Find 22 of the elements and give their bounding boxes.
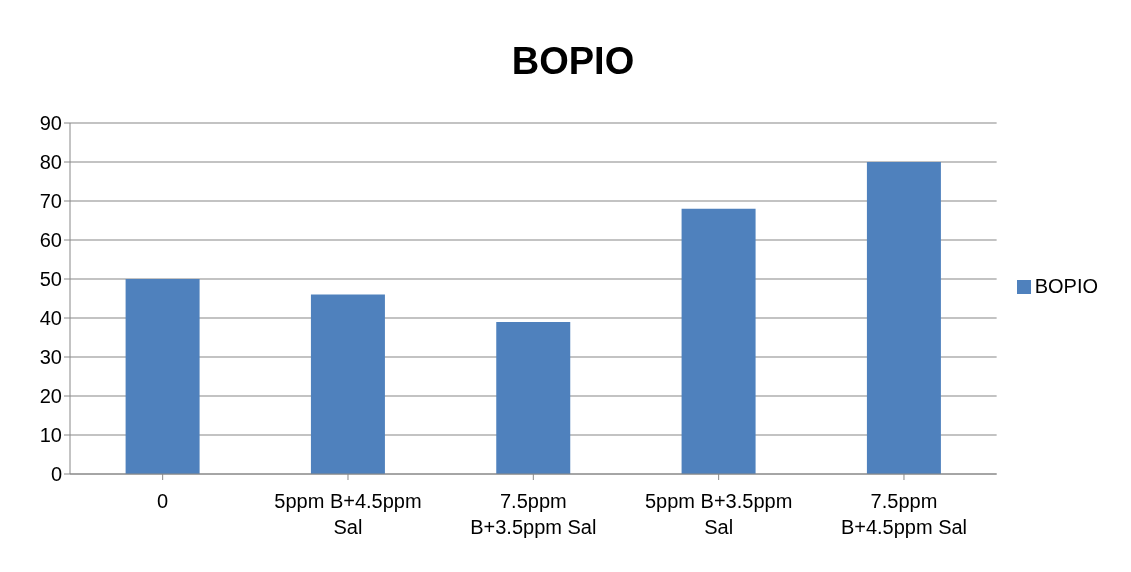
bar bbox=[125, 279, 200, 474]
legend-label: BOPIO bbox=[1034, 274, 1098, 297]
y-tick-label: 80 bbox=[39, 151, 62, 174]
bar bbox=[496, 321, 571, 474]
chart-title: BOPIO bbox=[510, 40, 636, 83]
x-tick-label: 7.5ppm B+4.5ppm Sal bbox=[840, 490, 968, 538]
y-tick-label: 0 bbox=[50, 463, 62, 486]
x-tick-label: 5ppm B+3.5ppm Sal bbox=[644, 490, 793, 538]
y-tick-label: 60 bbox=[39, 229, 62, 252]
bar bbox=[866, 162, 941, 474]
y-tick-label: 20 bbox=[39, 385, 62, 408]
y-tick-label: 70 bbox=[39, 190, 62, 213]
x-tick-label: 5ppm B+4.5ppm Sal bbox=[274, 490, 422, 538]
y-tick-label: 40 bbox=[39, 307, 62, 330]
y-tick-label: 30 bbox=[39, 346, 62, 369]
x-tick-label: 7.5ppm B+3.5ppm Sal bbox=[470, 490, 597, 538]
bar bbox=[310, 294, 385, 474]
bar bbox=[681, 208, 756, 474]
y-tick-label: 10 bbox=[39, 424, 62, 447]
y-tick-label: 50 bbox=[39, 268, 62, 291]
y-tick-label: 90 bbox=[39, 112, 62, 135]
x-tick-label: 0 bbox=[157, 490, 169, 512]
